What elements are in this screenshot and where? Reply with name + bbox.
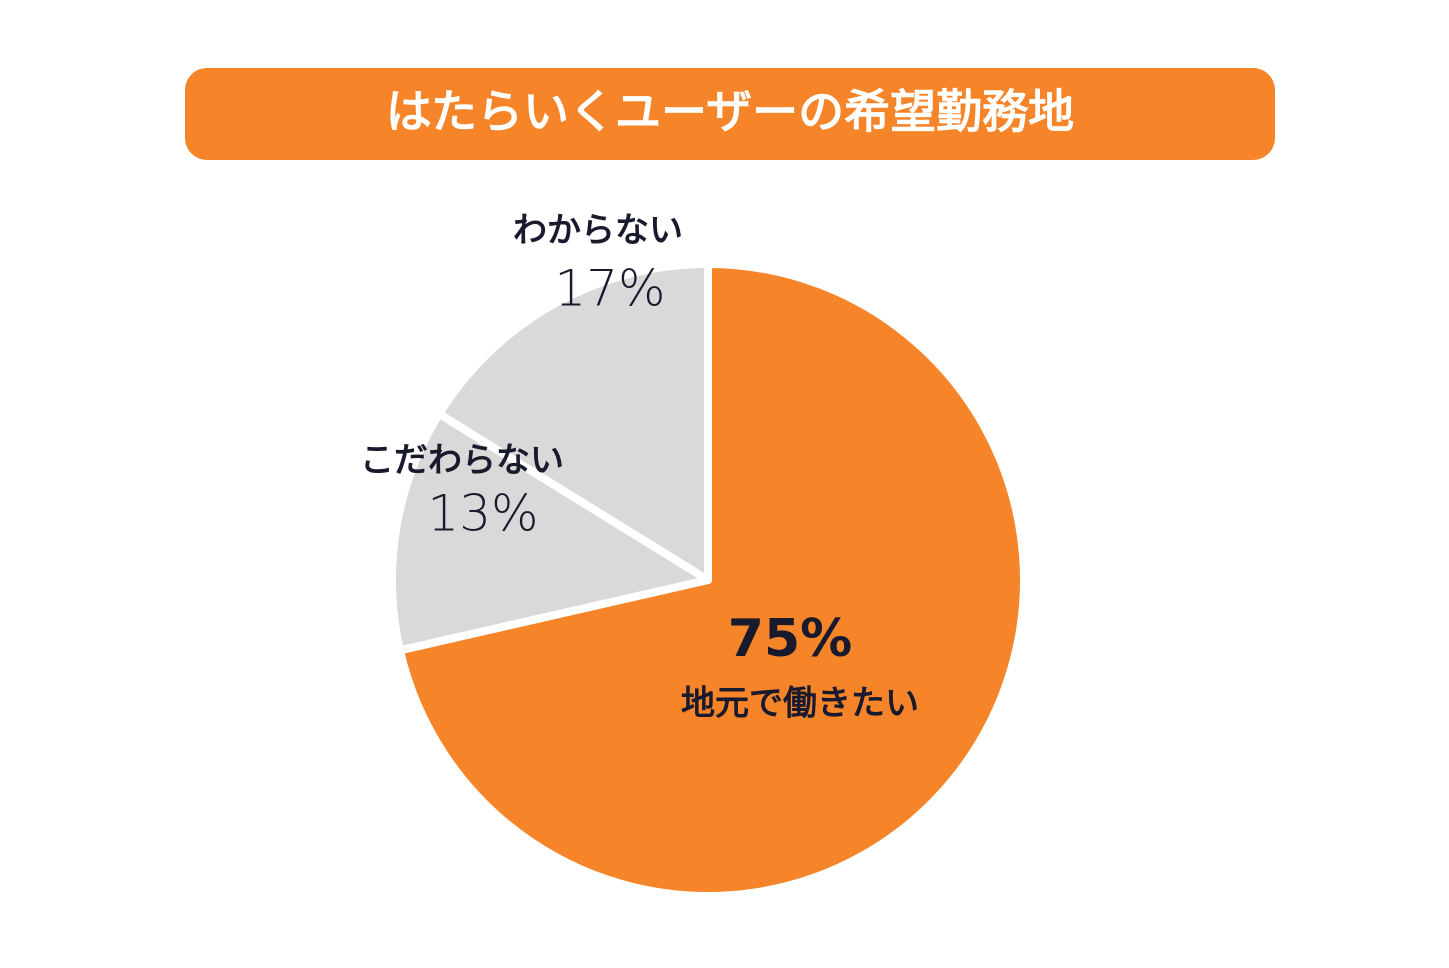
pie-slice xyxy=(435,260,712,584)
pie-slice xyxy=(388,409,712,655)
value-label: 75% xyxy=(728,609,852,669)
value-label: 13% xyxy=(427,485,538,543)
slice-label: 地元で働きたい xyxy=(681,684,919,724)
value-label: 17% xyxy=(554,260,665,318)
slice-label: こだわらない xyxy=(360,441,564,481)
slice-label: わからない xyxy=(513,211,683,251)
title-banner xyxy=(185,68,1275,160)
pie xyxy=(388,260,1028,900)
chart-title: はたらいくユーザーの希望勤務地 xyxy=(386,85,1074,139)
